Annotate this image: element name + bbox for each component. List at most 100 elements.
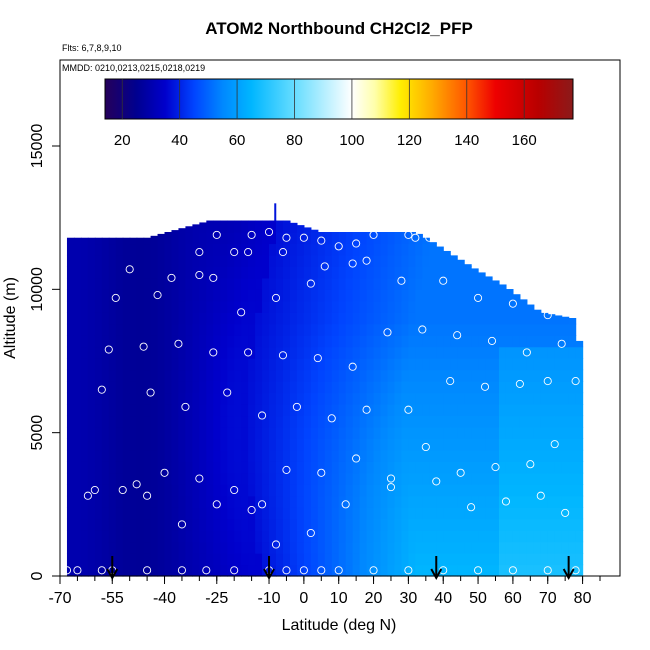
heatmap-cell	[561, 484, 570, 497]
heatmap-cell	[478, 438, 486, 451]
heatmap-cell	[352, 495, 361, 508]
heatmap-cell	[115, 392, 124, 405]
heatmap-cell	[80, 266, 89, 279]
heatmap-cell	[401, 518, 409, 531]
heatmap-cell	[478, 277, 486, 290]
heatmap-cell	[366, 392, 375, 405]
heatmap-cell	[150, 235, 159, 245]
heatmap-cell	[255, 243, 263, 256]
heatmap-cell	[296, 277, 305, 290]
heatmap-cell	[317, 277, 326, 290]
heatmap-cell	[101, 323, 110, 336]
heatmap-cell	[415, 553, 423, 566]
heatmap-cell	[415, 392, 423, 405]
heatmap-cell	[540, 335, 549, 348]
heatmap-cell	[443, 277, 451, 290]
heatmap-cell	[282, 449, 291, 462]
heatmap-cell	[408, 323, 416, 336]
heatmap-cell	[443, 472, 451, 485]
heatmap-cell	[436, 553, 444, 566]
heatmap-cell	[276, 289, 284, 302]
heatmap-cell	[136, 415, 145, 428]
heatmap-cell	[526, 392, 535, 405]
heatmap-cell	[248, 530, 256, 543]
heatmap-cell	[108, 300, 117, 313]
heatmap-cell	[519, 369, 528, 382]
sample-point	[327, 414, 336, 423]
heatmap-cell	[150, 507, 159, 520]
heatmap-cell	[450, 300, 458, 313]
heatmap-cell	[519, 541, 528, 554]
heatmap-cell	[540, 507, 549, 520]
heatmap-cell	[498, 507, 507, 520]
heatmap-cell	[94, 346, 103, 359]
heatmap-cell	[366, 277, 375, 290]
heatmap-cell	[485, 276, 493, 279]
heatmap-cell	[457, 346, 465, 359]
heatmap-cell	[282, 335, 291, 348]
heatmap-cell	[143, 541, 152, 554]
heatmap-cell	[129, 472, 138, 485]
heatmap-cell	[234, 507, 242, 520]
heatmap-cell	[101, 346, 110, 359]
heatmap-cell	[359, 243, 368, 256]
heatmap-cell	[115, 369, 124, 382]
heatmap-cell	[492, 461, 500, 474]
heatmap-cell	[143, 237, 152, 245]
heatmap-cell	[206, 323, 214, 336]
heatmap-cell	[185, 507, 193, 520]
heatmap-cell	[206, 404, 214, 417]
heatmap-cell	[269, 438, 277, 451]
heatmap-cell	[108, 346, 117, 359]
heatmap-cell	[80, 404, 89, 417]
heatmap-cell	[192, 426, 200, 439]
heatmap-cell	[561, 392, 570, 405]
heatmap-cell	[533, 530, 542, 543]
heatmap-cell	[303, 300, 312, 313]
heatmap-cell	[296, 381, 305, 394]
heatmap-cell	[457, 381, 465, 394]
heatmap-cell	[192, 323, 200, 336]
heatmap-cell	[185, 369, 193, 382]
heatmap-cell	[185, 484, 193, 497]
heatmap-cell	[561, 495, 570, 508]
heatmap-cell	[255, 289, 263, 302]
heatmap-cell	[415, 438, 423, 451]
heatmap-cell	[457, 289, 465, 302]
heatmap-cell	[66, 553, 75, 566]
heatmap-cell	[276, 472, 284, 485]
heatmap-cell	[157, 335, 166, 348]
heatmap-cell	[561, 438, 570, 451]
heatmap-cell	[296, 404, 305, 417]
heatmap-cell	[526, 415, 535, 428]
heatmap-cell	[164, 553, 173, 566]
heatmap-cell	[492, 300, 500, 313]
heatmap-cell	[234, 553, 242, 566]
heatmap-cell	[526, 335, 535, 348]
heatmap-cell	[401, 381, 409, 394]
heatmap-cell	[310, 564, 319, 577]
heatmap-cell	[505, 507, 514, 520]
heatmap-cell	[150, 277, 159, 290]
heatmap-cell	[540, 323, 549, 336]
heatmap-cell	[345, 564, 354, 577]
heatmap-cell	[171, 289, 180, 302]
heatmap-cell	[505, 404, 514, 417]
heatmap-cell	[150, 438, 159, 451]
x-tick-label: 20	[365, 590, 383, 607]
heatmap-cell	[282, 220, 291, 233]
heatmap-cell	[436, 484, 444, 497]
heatmap-cell	[122, 392, 131, 405]
heatmap-cell	[157, 530, 166, 543]
heatmap-cell	[94, 243, 103, 256]
heatmap-cell	[317, 289, 326, 302]
heatmap-cell	[561, 518, 570, 531]
heatmap-cell	[157, 461, 166, 474]
heatmap-cell	[178, 228, 187, 233]
heatmap-cell	[352, 541, 361, 554]
heatmap-cell	[478, 507, 486, 520]
heatmap-cell	[73, 323, 82, 336]
heatmap-cell	[227, 220, 235, 233]
heatmap-cell	[345, 346, 354, 359]
heatmap-cell	[338, 541, 347, 554]
